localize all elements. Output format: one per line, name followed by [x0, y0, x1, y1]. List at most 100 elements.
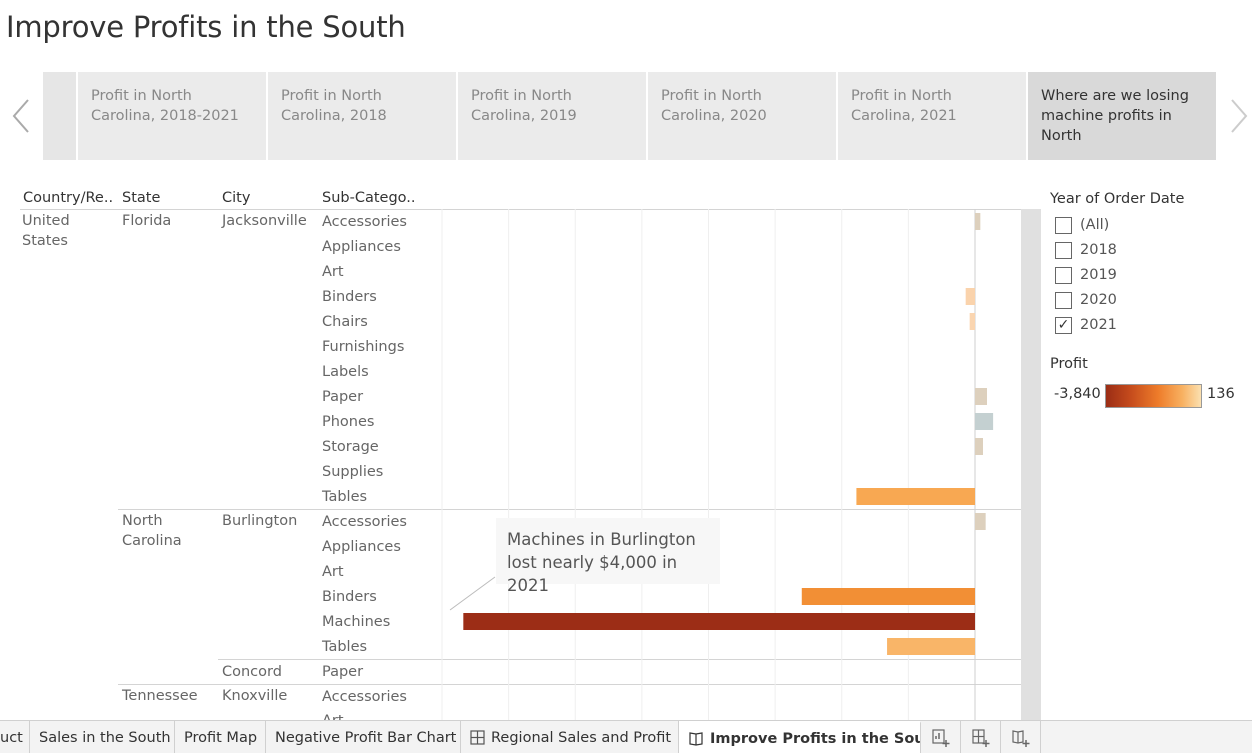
new-story-icon: [1011, 729, 1029, 747]
subcategory-label: Accessories: [322, 689, 407, 705]
tab-product[interactable]: uct: [0, 721, 30, 753]
subcategory-label: Furnishings: [322, 339, 405, 355]
story-point-6-active[interactable]: Where are we losing machine profits in N…: [1028, 72, 1216, 160]
annotation-callout[interactable]: Machines in Burlington lost nearly $4,00…: [496, 518, 720, 595]
new-dashboard-button[interactable]: [961, 721, 1001, 753]
subcategory-label: Labels: [322, 364, 369, 380]
profit-max-label: 136: [1207, 386, 1235, 402]
city-cell: Burlington: [222, 513, 298, 529]
filter-option-all[interactable]: (All): [1055, 216, 1109, 234]
story-spacer: [43, 72, 76, 160]
filter-option-label: 2019: [1080, 267, 1117, 283]
city-cell: Concord: [222, 664, 282, 680]
story-next-button[interactable]: [1222, 94, 1252, 138]
tab-sales-in-the-south[interactable]: Sales in the South: [30, 721, 175, 753]
filter-option-2020[interactable]: 2020: [1055, 291, 1117, 309]
tab-label: Improve Profits in the South: [710, 730, 921, 747]
city-cell: Knoxville: [222, 688, 288, 704]
checkbox-icon[interactable]: [1055, 291, 1072, 309]
dashboard-icon: [470, 730, 485, 745]
column-header-city[interactable]: City: [222, 190, 251, 206]
page-title: Improve Profits in the South: [6, 10, 406, 44]
profit-bar[interactable]: [463, 613, 975, 630]
story-point-4[interactable]: Profit in North Carolina, 2020: [648, 72, 836, 160]
subcategory-label: Machines: [322, 614, 391, 630]
subcategory-label: Paper: [322, 389, 364, 405]
subcategory-label: Binders: [322, 289, 377, 305]
state-cell: North Carolina: [122, 513, 182, 549]
year-filter-title: Year of Order Date: [1050, 191, 1185, 207]
story-prev-button[interactable]: [8, 94, 38, 138]
state-cell: Florida: [122, 213, 172, 229]
subcategory-label: Tables: [322, 489, 368, 505]
annotation-line-1: Machines in Burlington: [507, 530, 696, 549]
state-divider: [118, 509, 1021, 510]
profit-bar-chart: [441, 209, 994, 720]
subcategory-label: Storage: [322, 439, 379, 455]
country-cell: United States: [22, 213, 70, 249]
chevron-right-icon: [1231, 99, 1248, 133]
profit-bar[interactable]: [975, 438, 983, 455]
profit-bar[interactable]: [801, 588, 975, 605]
new-worksheet-icon: [931, 728, 949, 747]
filter-option-2018[interactable]: 2018: [1055, 241, 1117, 259]
state-cell: Tennessee: [122, 688, 198, 704]
filter-option-2019[interactable]: 2019: [1055, 266, 1117, 284]
subcategory-label: Chairs: [322, 314, 368, 330]
checkbox-checked-icon[interactable]: ✓: [1055, 316, 1072, 334]
profit-bar[interactable]: [965, 288, 975, 305]
new-story-button[interactable]: [1001, 721, 1041, 753]
story-navigator: Profit in North Carolina, 2018-2021 Prof…: [0, 72, 1252, 160]
vertical-scrollbar[interactable]: [1021, 209, 1041, 720]
chevron-left-icon: [12, 99, 29, 133]
new-dashboard-icon: [971, 728, 989, 747]
checkbox-icon[interactable]: [1055, 216, 1072, 234]
column-header-state[interactable]: State: [122, 190, 161, 206]
tab-improve-profits-in-the-south[interactable]: Improve Profits in the South: [679, 721, 921, 753]
profit-bar[interactable]: [975, 388, 987, 405]
subcategory-label: Appliances: [322, 239, 401, 255]
tab-regional-sales-and-profit[interactable]: Regional Sales and Profit: [461, 721, 679, 753]
annotation-line-2: lost nearly $4,000 in 2021: [507, 553, 678, 595]
profit-bar[interactable]: [856, 488, 975, 505]
subcategory-label: Binders: [322, 589, 377, 605]
tab-label: Regional Sales and Profit: [491, 729, 672, 746]
state-divider: [118, 684, 1021, 685]
annotation-pointer: [449, 576, 496, 611]
story-point-1[interactable]: Profit in North Carolina, 2018-2021: [78, 72, 266, 160]
profit-bar[interactable]: [975, 213, 981, 230]
city-divider: [218, 659, 1021, 660]
profit-bar[interactable]: [969, 313, 975, 330]
subcategory-label: Accessories: [322, 214, 407, 230]
new-worksheet-button[interactable]: [921, 721, 961, 753]
profit-bar[interactable]: [975, 413, 994, 430]
story-point-2[interactable]: Profit in North Carolina, 2018: [268, 72, 456, 160]
header-divider: [20, 209, 1021, 210]
subcategory-label: Art: [322, 711, 344, 720]
column-header-country[interactable]: Country/Re..: [23, 190, 114, 206]
subcategory-label: Tables: [322, 639, 368, 655]
profit-bar[interactable]: [975, 513, 986, 530]
column-header-subcategory[interactable]: Sub-Catego..: [322, 190, 416, 206]
story-book-icon: [688, 731, 704, 746]
story-point-3[interactable]: Profit in North Carolina, 2019: [458, 72, 646, 160]
filter-option-label: 2018: [1080, 242, 1117, 258]
subcategory-label: Phones: [322, 414, 375, 430]
tab-negative-profit-bar-chart[interactable]: Negative Profit Bar Chart: [266, 721, 461, 753]
tab-profit-map[interactable]: Profit Map: [175, 721, 266, 753]
profit-min-label: -3,840: [1054, 386, 1101, 402]
checkbox-icon[interactable]: [1055, 266, 1072, 284]
filter-option-label: 2021: [1080, 317, 1117, 333]
checkbox-icon[interactable]: [1055, 241, 1072, 259]
city-cell: Jacksonville: [222, 213, 307, 229]
profit-color-gradient: [1105, 384, 1202, 408]
sheet-tab-bar: uct Sales in the South Profit Map Negati…: [0, 720, 1252, 753]
filter-option-2021[interactable]: ✓ 2021: [1055, 316, 1117, 334]
story-point-5[interactable]: Profit in North Carolina, 2021: [838, 72, 1026, 160]
subcategory-label: Appliances: [322, 539, 401, 555]
profit-bar[interactable]: [887, 638, 975, 655]
subcategory-label: Art: [322, 264, 344, 280]
filter-option-label: (All): [1080, 217, 1110, 233]
subcategory-label: Paper: [322, 664, 364, 680]
subcategory-label: Supplies: [322, 464, 384, 480]
